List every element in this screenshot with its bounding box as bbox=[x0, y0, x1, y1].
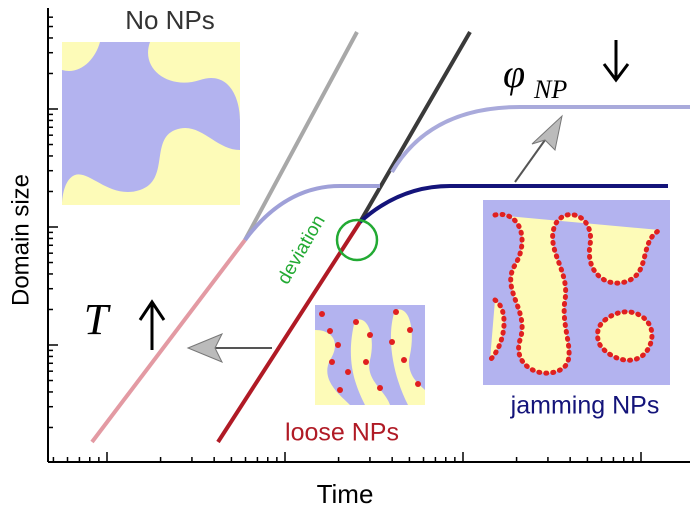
deviation-label: deviation bbox=[273, 212, 329, 288]
plateau-upper bbox=[390, 105, 690, 174]
deviation-circle bbox=[335, 218, 379, 262]
no-nps-image bbox=[62, 42, 240, 205]
y-axis-label: Domain size bbox=[7, 174, 34, 306]
plateau-light bbox=[243, 184, 380, 242]
loose-label: loose NPs bbox=[285, 419, 399, 447]
axes bbox=[47, 8, 690, 463]
jamming-nps-image bbox=[483, 200, 670, 385]
no-nps-label: No NPs bbox=[125, 5, 215, 35]
ticks bbox=[48, 16, 642, 462]
np-extension bbox=[358, 30, 472, 224]
arrows bbox=[138, 40, 630, 363]
x-axis-label: Time bbox=[317, 479, 374, 509]
no-np-extension bbox=[243, 31, 359, 241]
no-np-line bbox=[90, 238, 247, 444]
jamming-label: jamming NPs bbox=[510, 392, 660, 420]
temperature-label: T bbox=[84, 295, 112, 344]
np-line bbox=[216, 220, 362, 444]
growth-lines bbox=[90, 30, 690, 444]
loose-nps-image bbox=[315, 305, 425, 405]
phi-label: φ bbox=[503, 51, 525, 96]
phi-subscript: NP bbox=[533, 75, 567, 104]
plateau-dark bbox=[358, 184, 668, 224]
